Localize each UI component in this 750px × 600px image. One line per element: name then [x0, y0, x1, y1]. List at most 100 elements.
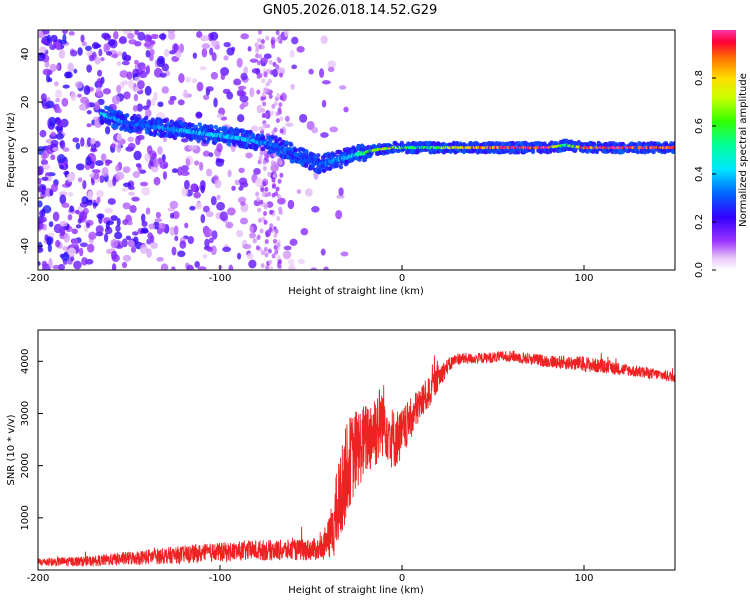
heatmap-noise-cell — [122, 187, 128, 192]
heatmap-noise-cell — [277, 67, 286, 76]
heatmap-noise-cell — [59, 140, 64, 147]
heatmap-noise-cell — [279, 116, 284, 122]
heatmap-ridge-halo — [100, 109, 106, 114]
heatmap-noise-cell — [110, 215, 118, 222]
heatmap-ridge-halo — [223, 126, 228, 131]
heatmap-ridge-halo — [594, 149, 600, 155]
tick-label: 3000 — [20, 401, 31, 426]
heatmap-noise-cell — [273, 244, 278, 250]
heatmap-noise-cell — [271, 177, 276, 183]
heatmap-noise-cell — [268, 94, 273, 100]
heatmap-noise-cell — [335, 209, 343, 220]
heatmap-noise-cell — [157, 101, 164, 108]
heatmap-noise-cell — [216, 113, 224, 119]
heatmap-noise-cell — [69, 49, 78, 57]
heatmap-noise-cell — [202, 205, 210, 213]
heatmap-noise-cell — [139, 244, 148, 255]
heatmap-noise-cell — [338, 187, 344, 196]
heatmap-noise-cell — [107, 39, 116, 47]
tick-label: -100 — [209, 273, 232, 284]
heatmap-noise-cell — [291, 36, 299, 45]
heatmap-noise-cell — [270, 39, 275, 45]
heatmap-noise-cell — [257, 104, 262, 110]
heatmap-ridge-halo — [119, 126, 124, 132]
heatmap-noise-cell — [220, 72, 226, 80]
heatmap-noise-cell — [239, 181, 249, 188]
heatmap-noise-cell — [45, 100, 55, 109]
heatmap-noise-cell — [93, 43, 102, 49]
heatmap-noise-cell — [150, 33, 159, 40]
heatmap-noise-cell — [236, 229, 244, 238]
heatmap-noise-cell — [257, 30, 262, 35]
heatmap-ridge-halo — [304, 149, 309, 154]
heatmap-noise-cell — [211, 52, 217, 62]
heatmap-noise-cell — [98, 214, 103, 224]
heatmap-noise-cell — [75, 163, 85, 171]
heatmap-noise-cell — [269, 110, 274, 116]
heatmap-noise-cell — [92, 202, 99, 207]
heatmap-noise-cell — [202, 94, 210, 100]
heatmap-noise-cell — [231, 185, 236, 191]
heatmap-noise-cell — [216, 194, 221, 200]
heatmap-ridge-halo — [284, 140, 289, 145]
heatmap-noise-cell — [277, 157, 282, 163]
heatmap-noise-cell — [77, 177, 83, 183]
heatmap-noise-cell — [171, 246, 177, 256]
heatmap-noise-cell — [66, 172, 76, 183]
heatmap-noise-cell — [143, 42, 152, 48]
heatmap-noise-cell — [278, 206, 283, 212]
heatmap-noise-cell — [196, 31, 203, 39]
heatmap-noise-cell — [277, 259, 282, 265]
heatmap-noise-cell — [75, 142, 81, 150]
heatmap-noise-cell — [77, 93, 82, 98]
heatmap-ridge-halo — [232, 142, 237, 147]
heatmap-noise-cell — [276, 193, 281, 199]
heatmap-noise-cell — [104, 207, 113, 214]
heatmap-noise-cell — [263, 53, 272, 60]
heatmap-noise-cell — [158, 33, 167, 40]
heatmap-noise-cell — [274, 191, 279, 197]
heatmap-noise-cell — [101, 32, 110, 40]
heatmap-noise-cell — [256, 235, 261, 241]
heatmap-noise-cell — [261, 78, 266, 84]
heatmap-noise-cell — [269, 265, 274, 270]
heatmap-ridge-halo — [500, 141, 505, 146]
heatmap-noise-cell — [178, 73, 185, 84]
heatmap-noise-cell — [159, 72, 167, 78]
heatmap-noise-cell — [140, 213, 146, 223]
heatmap-noise-cell — [338, 85, 347, 90]
heatmap-noise-cell — [169, 200, 179, 210]
colorbar-tick-label: 0.2 — [694, 214, 705, 230]
heatmap-noise-cell — [81, 41, 88, 47]
heatmap-noise-cell — [185, 76, 191, 83]
heatmap-noise-cell — [41, 176, 49, 181]
heatmap-x-ticks: -200 -100 0 100 — [27, 265, 594, 284]
heatmap-noise-cell — [113, 31, 119, 40]
heatmap-ridge-halo — [277, 137, 282, 142]
colorbar-tick-label: 0.4 — [694, 166, 705, 182]
heatmap-noise-cell — [263, 204, 268, 210]
heatmap-noise-cell — [115, 224, 121, 233]
heatmap-noise-cell — [122, 254, 132, 262]
heatmap-noise-cell — [163, 48, 170, 57]
heatmap-noise-cell — [50, 131, 56, 137]
heatmap-noise-cell — [49, 63, 57, 73]
heatmap-noise-cell — [277, 35, 282, 41]
heatmap-noise-cell — [260, 38, 265, 44]
colorbar-label: Normalized spectral amplitude — [738, 73, 749, 227]
heatmap-noise-cell — [75, 209, 80, 215]
heatmap-noise-cell — [255, 191, 260, 197]
heatmap-noise-cell — [167, 31, 176, 40]
heatmap-noise-cell — [144, 152, 151, 162]
heatmap-noise-cell — [128, 39, 137, 45]
heatmap-noise-cell — [153, 176, 161, 186]
heatmap-noise-cell — [245, 152, 253, 159]
heatmap-noise-cell — [273, 152, 278, 158]
heatmap-ridge-halo — [162, 118, 168, 124]
heatmap-noise-cell — [263, 87, 268, 93]
heatmap-noise-cell — [41, 164, 51, 170]
heatmap-ridge-halo — [591, 141, 597, 146]
heatmap-noise-cell — [175, 52, 182, 58]
heatmap-noise-cell — [52, 211, 60, 222]
heatmap-noise-cell — [240, 33, 249, 40]
